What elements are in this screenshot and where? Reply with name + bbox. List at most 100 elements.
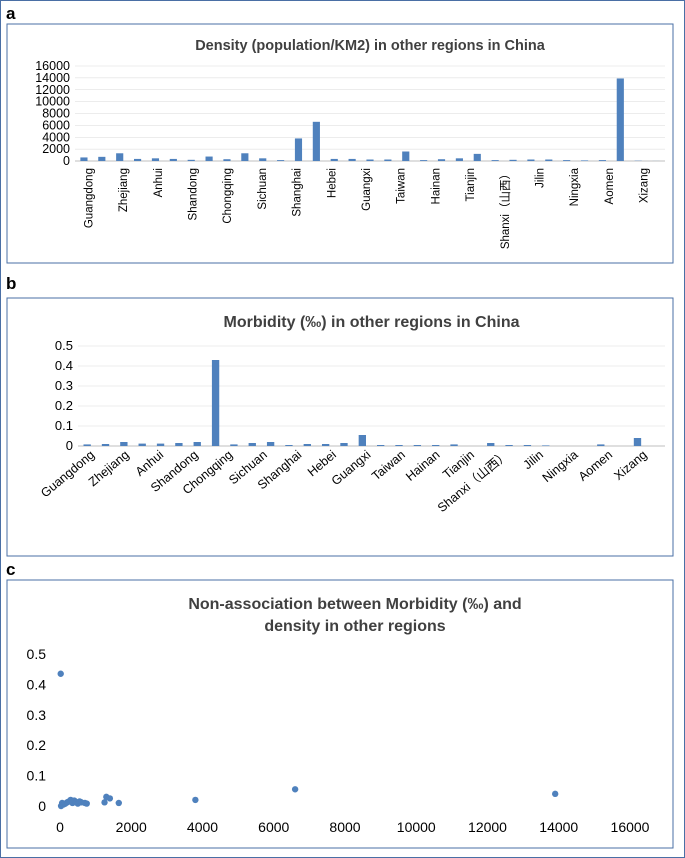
chart-a-category-label: Chongqing — [222, 168, 234, 224]
chart-b-bar — [83, 444, 91, 446]
chart-b-ytick-label: 0.1 — [55, 418, 73, 433]
chart-a-bar — [134, 158, 142, 161]
chart-c-point — [101, 799, 108, 806]
chart-c-xtick-label: 4000 — [187, 819, 218, 835]
chart-c-point — [115, 799, 122, 807]
chart-a-bar — [563, 160, 571, 161]
chart-b-bar — [633, 438, 642, 446]
chart-c-point — [83, 800, 90, 807]
chart-b-bar — [120, 442, 128, 446]
chart-c-point — [291, 786, 299, 793]
chart-c-xtick-label: 6000 — [258, 819, 289, 835]
chart-b-bar — [303, 444, 311, 446]
chart-b-bar — [377, 445, 385, 446]
chart-a-category-label: Zhejiang — [118, 168, 130, 212]
chart-a-bar — [223, 159, 231, 161]
chart-b-bar — [340, 443, 348, 446]
chart-c-ytick-label: 0 — [38, 798, 46, 814]
chart-a-bar — [527, 159, 535, 161]
chart-a-bar — [473, 153, 481, 161]
chart-b-ytick-label: 0 — [66, 438, 73, 453]
panel-label-b: b — [6, 274, 17, 293]
chart-c-xtick-label: 16000 — [611, 819, 650, 835]
chart-a-bar — [437, 159, 446, 161]
chart-b-bar — [211, 360, 220, 446]
chart-c-ytick-label: 0.4 — [27, 676, 47, 692]
chart-b-bar — [285, 445, 293, 446]
chart-a-frame — [6, 23, 674, 264]
chart-b-bar — [266, 442, 275, 446]
chart-b-bar — [321, 444, 330, 446]
chart-c-xtick-label: 2000 — [116, 819, 147, 835]
chart-c-point — [551, 790, 559, 798]
chart-b-bar — [156, 443, 165, 446]
chart-c-ytick-label: 0.5 — [27, 646, 47, 662]
chart-a-ytick-label: 10000 — [35, 95, 70, 109]
chart-a-category-label: Guangdong — [83, 168, 95, 228]
chart-a-bar — [259, 158, 267, 161]
chart-a-ytick-label: 16000 — [35, 59, 70, 73]
chart-a-ytick-label: 12000 — [35, 83, 70, 97]
chart-b-ytick-label: 0.5 — [55, 338, 73, 353]
chart-a-ytick-label: 14000 — [35, 71, 70, 85]
chart-b-bar — [395, 445, 403, 446]
chart-a-bar — [545, 159, 553, 161]
panel-label-c: c — [6, 560, 16, 579]
chart-a-title: Density (population/KM2) in other region… — [195, 38, 546, 54]
chart-b-bar — [450, 444, 458, 446]
chart-b-bar — [432, 445, 440, 446]
chart-a-category-label: Shanxi（山西） — [499, 168, 512, 249]
chart-a-ytick-label: 0 — [63, 154, 70, 168]
chart-c-xtick-label: 14000 — [539, 819, 578, 835]
chart-a-category-label: Xizang — [639, 168, 651, 203]
chart-a-bar — [241, 153, 249, 161]
chart-a-bar — [509, 159, 517, 161]
chart-a-category-label: Shandong — [187, 168, 199, 220]
chart-a-bar — [98, 156, 106, 161]
chart-a-bar — [420, 160, 428, 161]
chart-c-point — [57, 670, 64, 677]
chart-c-ytick-label: 0.2 — [27, 737, 47, 753]
chart-a-bar — [205, 156, 213, 161]
chart-a-bar — [151, 158, 160, 161]
chart-a-bar — [277, 160, 285, 161]
chart-a-bar — [312, 121, 320, 161]
chart-a-bar — [598, 160, 606, 161]
chart-b-ytick-label: 0.3 — [55, 378, 73, 393]
chart-a-bar — [187, 159, 195, 161]
chart-b-ytick-label: 0.4 — [55, 358, 73, 373]
chart-a-bar — [169, 158, 177, 161]
chart-c-ytick-label: 0.3 — [27, 707, 47, 723]
chart-b-bar — [101, 444, 110, 446]
chart-a-category-label: Guangxi — [361, 168, 373, 211]
chart-a-bar — [366, 159, 374, 161]
chart-a-bar — [580, 160, 589, 161]
chart-a-bar — [491, 160, 499, 161]
chart-a-bar — [294, 138, 303, 161]
chart-a-bar — [402, 151, 410, 161]
chart-a-bar — [80, 157, 88, 161]
chart-c-point — [192, 796, 199, 804]
chart-c-title-line: density in other regions — [264, 618, 445, 635]
chart-b-title: Morbidity (‰) in other regions in China — [224, 314, 520, 331]
chart-c-xtick-label: 12000 — [468, 819, 507, 835]
chart-b-bar — [248, 443, 256, 446]
chart-b-bar — [505, 445, 513, 446]
chart-b-ytick-label: 0.2 — [55, 398, 73, 413]
chart-a-bar — [348, 158, 356, 161]
chart-b-frame — [6, 297, 674, 557]
chart-c-point — [106, 795, 114, 802]
chart-a-ytick-label: 8000 — [42, 107, 70, 121]
chart-a-category-label: Jilin — [535, 168, 547, 188]
chart-a-category-label: Tianjin — [465, 168, 477, 201]
chart-c-xtick-label: 8000 — [329, 819, 360, 835]
chart-a-bar — [384, 159, 392, 161]
chart-a-category-label: Taiwan — [396, 168, 408, 204]
chart-a-category-label: Shanghai — [292, 168, 304, 217]
chart-b-bar — [487, 443, 495, 446]
chart-c-ytick-label: 0.1 — [27, 768, 47, 784]
chart-a-category-label: Anhui — [153, 168, 165, 197]
chart-c-title-line: Non-association between Morbidity (‰) an… — [188, 596, 521, 613]
chart-a-ytick-label: 4000 — [42, 130, 70, 144]
chart-a-bar — [330, 158, 338, 161]
